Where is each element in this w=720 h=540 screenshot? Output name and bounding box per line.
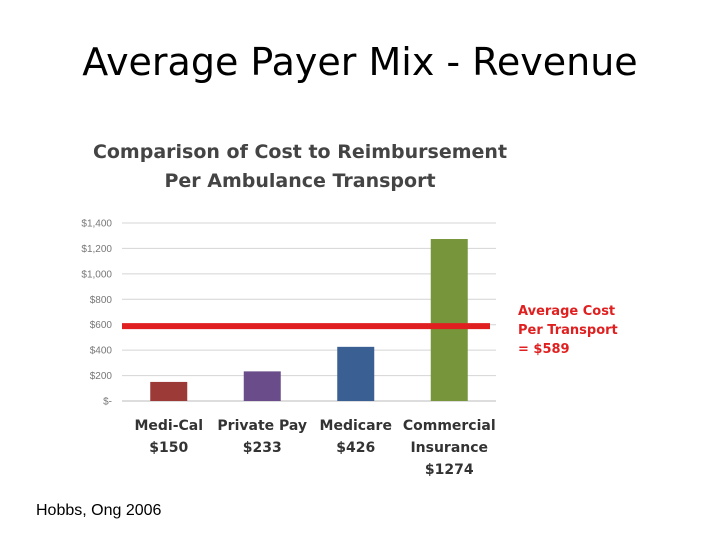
- x-category-label: $150: [149, 440, 188, 456]
- bar: [430, 239, 468, 401]
- average-cost-label: = $589: [518, 342, 570, 357]
- slide-title: Average Payer Mix - Revenue: [82, 40, 638, 84]
- y-tick-label: $600: [90, 320, 113, 331]
- bar: [337, 346, 375, 401]
- bar: [150, 381, 188, 401]
- x-category-label: Insurance: [410, 440, 488, 456]
- x-category-label: $233: [243, 440, 282, 456]
- x-category-label: Medicare: [320, 418, 392, 434]
- bar: [243, 371, 281, 401]
- y-tick-label: $400: [90, 346, 113, 357]
- y-tick-label: $1,400: [81, 219, 112, 230]
- x-category-label: $1274: [425, 462, 474, 478]
- y-tick-label: $1,000: [81, 269, 112, 280]
- citation: Hobbs, Ong 2006: [36, 502, 162, 519]
- chart-title-line-1: Comparison of Cost to Reimbursement: [92, 141, 508, 163]
- chart-title-line-2: Per Ambulance Transport: [164, 170, 436, 192]
- average-cost-label: Per Transport: [518, 323, 618, 338]
- x-category-label: Private Pay: [217, 418, 307, 434]
- y-tick-label: $200: [90, 371, 113, 382]
- x-category-label: Medi-Cal: [134, 418, 203, 434]
- x-category-label: $426: [336, 440, 375, 456]
- chart-title: Comparison of Cost to Reimbursement Per …: [90, 138, 510, 196]
- y-tick-label: $-: [103, 397, 112, 408]
- x-category-label: Commercial: [403, 418, 496, 434]
- y-tick-label: $1,200: [81, 244, 112, 255]
- y-tick-label: $800: [90, 295, 113, 306]
- average-cost-label: Average Cost: [518, 304, 615, 319]
